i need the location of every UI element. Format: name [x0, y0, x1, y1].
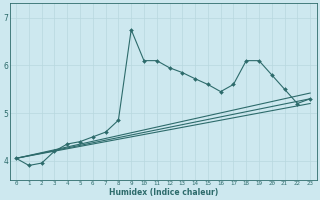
X-axis label: Humidex (Indice chaleur): Humidex (Indice chaleur): [108, 188, 218, 197]
